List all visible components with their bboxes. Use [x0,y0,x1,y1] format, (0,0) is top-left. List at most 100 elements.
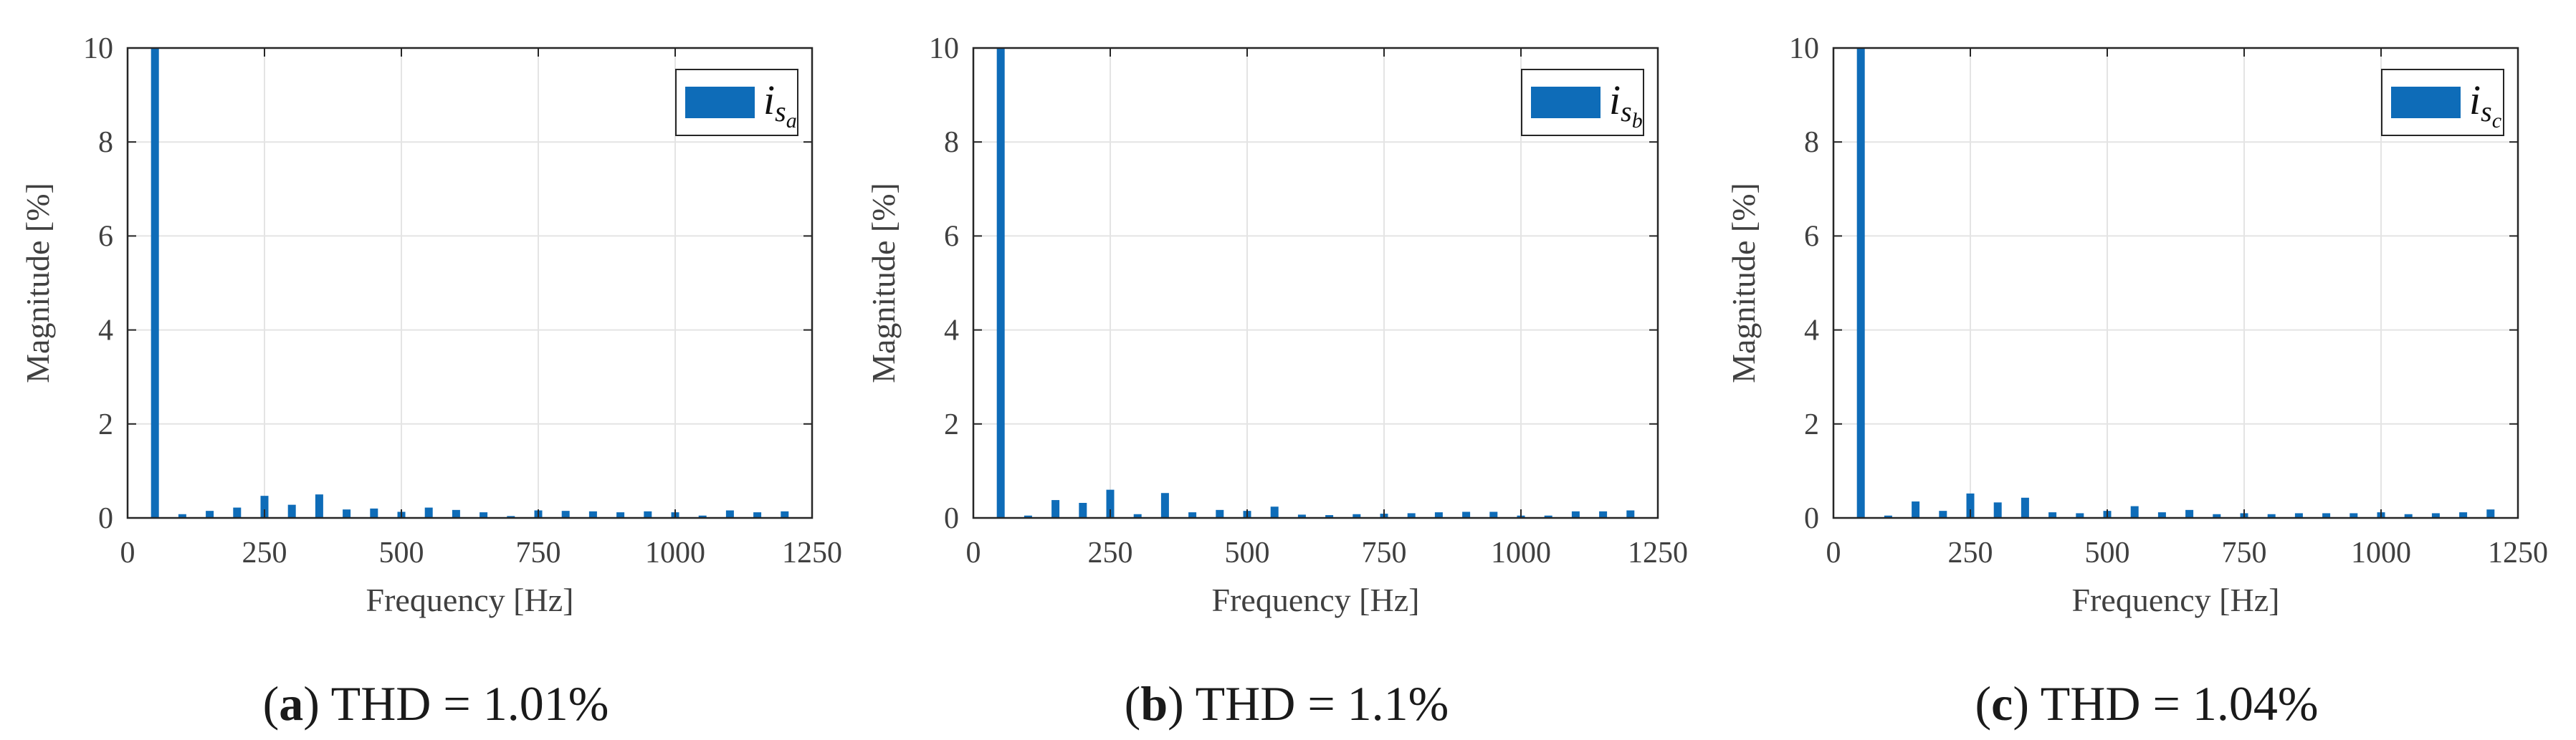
y-tick-label: 10 [1789,32,1819,65]
axes-frame [1832,47,2519,519]
x-tick-label: 750 [516,537,561,570]
legend-subsubscript: c [2492,109,2501,133]
legend-label: isc [2469,77,2501,133]
y-tick-label: 0 [944,502,959,535]
y-tick-label: 10 [83,32,113,65]
bar-400hz [1188,512,1197,518]
caption-panel-label: b [1140,676,1168,731]
bar-800hz [2267,514,2276,518]
bar-50hz [996,48,1005,518]
x-tick-label: 750 [2222,537,2267,570]
bar-400hz [343,509,351,518]
x-axis-label: Frequency [Hz] [1212,582,1420,618]
bar-850hz [588,511,597,518]
y-axis-label: Magnitude [%] [865,183,902,383]
bar-600hz [2157,512,2166,518]
bar-650hz [1325,515,1334,518]
bar-350hz [315,494,323,518]
x-tick-label: 1000 [645,537,705,570]
bar-950hz [1489,511,1498,518]
subfigure-caption: (c) THD = 1.04% [1975,676,2318,731]
legend-symbol: i [1609,77,1621,123]
y-tick-label: 8 [98,126,113,159]
bar-200hz [1079,503,1087,518]
bar-250hz [1966,493,1975,518]
bar-300hz [1993,502,2002,518]
bar-450hz [2076,513,2084,518]
bar-650hz [480,512,488,518]
bar-900hz [2322,513,2331,518]
bar-series [1856,48,2495,518]
bar-800hz [1407,513,1416,518]
legend-swatch [2391,87,2461,118]
bar-200hz [1939,511,1947,518]
bar-900hz [616,512,625,518]
y-tick-label: 6 [98,220,113,253]
x-axis-label: Frequency [Hz] [2072,582,2280,618]
bar-400hz [2048,512,2057,518]
legend-subscript: s [1621,95,1632,128]
bar-350hz [1160,493,1169,518]
y-tick-label: 2 [98,408,113,441]
bar-1150hz [753,512,762,518]
caption-thd: THD = 1.1% [1196,676,1449,731]
y-tick-label: 4 [98,314,113,347]
bar-300hz [287,504,296,518]
bar-1150hz [1599,511,1608,518]
axes-frame [126,47,814,519]
bar-550hz [2130,506,2139,518]
bar-1050hz [698,515,707,518]
bar-850hz [1434,512,1443,518]
y-tick-label: 4 [1804,314,1819,347]
bar-700hz [2213,514,2221,518]
legend-subscript: s [775,95,786,128]
bar-250hz [1106,489,1115,518]
y-tick-label: 4 [944,314,959,347]
bar-series [996,48,1635,518]
y-tick-label: 8 [944,126,959,159]
bar-1050hz [2404,514,2413,518]
bar-650hz [2185,509,2194,518]
legend: isb [1521,69,1644,136]
legend-symbol: i [763,77,775,123]
bar-250hz [260,496,269,518]
bar-350hz [2021,497,2029,518]
x-tick-label: 500 [1225,537,1270,570]
caption-panel-label: a [279,676,303,731]
y-tick-label: 6 [944,220,959,253]
x-tick-label: 1250 [782,537,842,570]
bar-300hz [1133,514,1142,518]
legend-subscript: s [2481,95,2492,128]
bar-450hz [370,508,378,518]
x-tick-label: 0 [120,537,135,570]
y-axis-label: Magnitude [%] [19,183,56,383]
bar-550hz [1270,506,1279,518]
caption-thd: THD = 1.01% [331,676,609,731]
y-tick-label: 0 [98,502,113,535]
bar-1200hz [2486,509,2495,518]
y-tick-label: 8 [1804,126,1819,159]
bar-950hz [2350,513,2358,518]
legend-label: isb [1609,77,1643,133]
legend-subsubscript: b [1632,109,1643,133]
x-tick-label: 500 [2085,537,2130,570]
x-tick-label: 1250 [2488,537,2548,570]
bar-550hz [424,507,433,518]
bar-150hz [1912,501,1920,518]
bar-1200hz [1626,510,1635,518]
bar-150hz [1051,500,1060,518]
bar-600hz [1297,514,1306,518]
legend-symbol: i [2469,77,2481,123]
y-tick-label: 10 [929,32,959,65]
legend-swatch [1531,87,1601,118]
bar-950hz [644,511,652,518]
y-tick-label: 6 [1804,220,1819,253]
y-tick-label: 2 [944,408,959,441]
bar-700hz [507,516,515,518]
x-tick-label: 250 [242,537,287,570]
x-tick-label: 500 [379,537,424,570]
bar-1100hz [1571,511,1580,518]
bar-100hz [1884,515,1892,518]
bar-50hz [1856,48,1865,518]
